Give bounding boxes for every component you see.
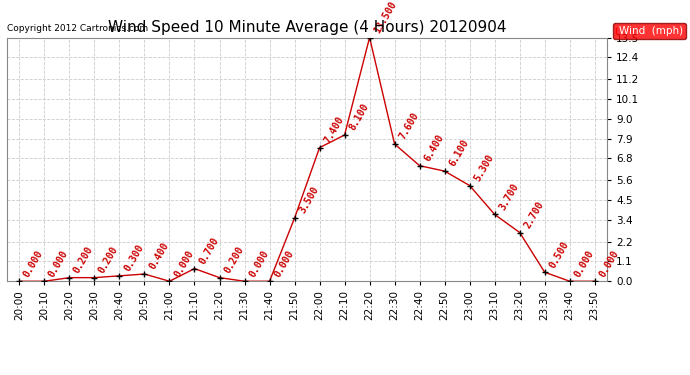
- Legend: Wind  (mph): Wind (mph): [613, 23, 686, 39]
- Text: 3.500: 3.500: [297, 185, 320, 215]
- Text: 8.100: 8.100: [347, 102, 371, 132]
- Text: Copyright 2012 Cartronics.com: Copyright 2012 Cartronics.com: [7, 24, 148, 33]
- Text: 13.500: 13.500: [372, 0, 398, 35]
- Text: 0.400: 0.400: [147, 241, 170, 272]
- Text: 0.700: 0.700: [197, 236, 220, 266]
- Text: 0.200: 0.200: [72, 244, 95, 275]
- Text: 7.600: 7.600: [397, 111, 420, 141]
- Text: 0.000: 0.000: [172, 248, 195, 279]
- Text: 5.300: 5.300: [472, 152, 495, 183]
- Text: 7.400: 7.400: [322, 114, 346, 145]
- Text: 0.200: 0.200: [97, 244, 120, 275]
- Text: 0.000: 0.000: [22, 248, 46, 279]
- Text: 0.300: 0.300: [122, 243, 146, 273]
- Text: 0.000: 0.000: [247, 248, 270, 279]
- Text: 2.700: 2.700: [522, 200, 546, 230]
- Text: 0.000: 0.000: [572, 248, 595, 279]
- Text: 0.000: 0.000: [598, 248, 620, 279]
- Text: 6.400: 6.400: [422, 132, 446, 163]
- Text: 0.000: 0.000: [272, 248, 295, 279]
- Text: 3.700: 3.700: [497, 181, 520, 212]
- Text: 0.200: 0.200: [222, 244, 246, 275]
- Title: Wind Speed 10 Minute Average (4 Hours) 20120904: Wind Speed 10 Minute Average (4 Hours) 2…: [108, 20, 506, 35]
- Text: 0.000: 0.000: [47, 248, 70, 279]
- Text: 6.100: 6.100: [447, 138, 471, 168]
- Text: 0.500: 0.500: [547, 239, 571, 270]
